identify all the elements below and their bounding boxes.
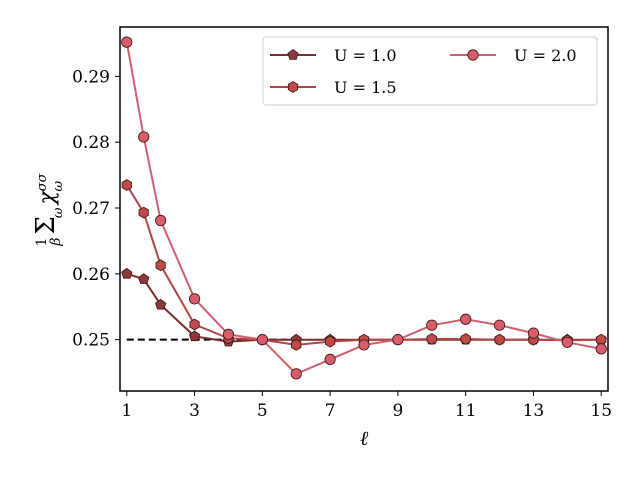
data-point: [460, 333, 471, 345]
data-point: [138, 206, 149, 219]
data-point: [494, 333, 505, 346]
data-point: [426, 333, 437, 345]
series-2: [121, 179, 607, 351]
x-tick-label: 7: [325, 401, 336, 421]
x-tick-label: 13: [523, 401, 545, 421]
data-point: [324, 353, 336, 366]
data-point: [155, 214, 167, 227]
data-point: [155, 298, 167, 310]
legend-label: U = 1.5: [334, 78, 397, 97]
legend-box: [262, 36, 598, 106]
ticks-group: 1 3 5 7 9 11 13 150.250.260.270.280.29: [72, 67, 612, 421]
data-point: [426, 319, 438, 331]
x-tick-label: 15: [590, 401, 612, 421]
series-line: [125, 41, 602, 376]
data-point: [358, 339, 370, 351]
x-axis-label: ℓ: [360, 426, 369, 450]
legend-marker: [287, 49, 299, 60]
data-point: [493, 319, 506, 331]
legend: U = 1.0 U = 1.5 U = 2.0: [262, 36, 598, 106]
x-tick-label: 5: [257, 401, 268, 421]
legend-marker: [287, 81, 299, 93]
data-point: [527, 327, 540, 339]
legend-entry: U = 1.5: [270, 78, 397, 97]
data-point: [121, 36, 133, 48]
data-point: [595, 343, 607, 355]
y-tick-label: 0.29: [72, 67, 110, 87]
x-tick-label: 11: [455, 401, 477, 421]
data-point: [138, 273, 150, 284]
data-point: [222, 328, 235, 340]
data-point: [188, 293, 201, 305]
y-tick-label: 0.28: [72, 133, 110, 153]
data-point: [291, 339, 302, 351]
data-point: [188, 330, 201, 342]
y-tick-label: 0.27: [72, 199, 110, 219]
data-point: [460, 313, 472, 325]
x-tick-label: 1: [121, 401, 132, 421]
data-point: [121, 267, 133, 279]
data-point: [121, 179, 132, 191]
series-group: [121, 36, 607, 380]
x-tick-label: 9: [392, 401, 403, 421]
legend-entry: U = 1.0: [270, 46, 397, 65]
y-tick-label: 0.26: [72, 265, 110, 285]
data-point: [155, 259, 166, 272]
plot-frame: [119, 26, 609, 392]
data-point: [189, 318, 200, 331]
data-point: [392, 334, 404, 346]
data-point: [324, 335, 336, 348]
data-point: [290, 368, 302, 380]
y-tick-label: 0.25: [72, 331, 110, 351]
legend-marker: [467, 49, 479, 61]
legend-entry: U = 2.0: [450, 46, 577, 65]
data-point: [138, 131, 150, 143]
series-line: [125, 184, 602, 346]
data-point: [256, 334, 268, 346]
series-3: [121, 36, 607, 380]
legend-label: U = 1.0: [334, 46, 397, 65]
x-tick-label: 3: [189, 401, 200, 421]
legend-label: U = 2.0: [514, 46, 577, 65]
svg-text:1βΣωχσσω: 1βΣωχσσω: [31, 172, 66, 246]
data-point: [561, 336, 573, 348]
y-axis-label: 1βΣωχσσω: [31, 172, 66, 246]
